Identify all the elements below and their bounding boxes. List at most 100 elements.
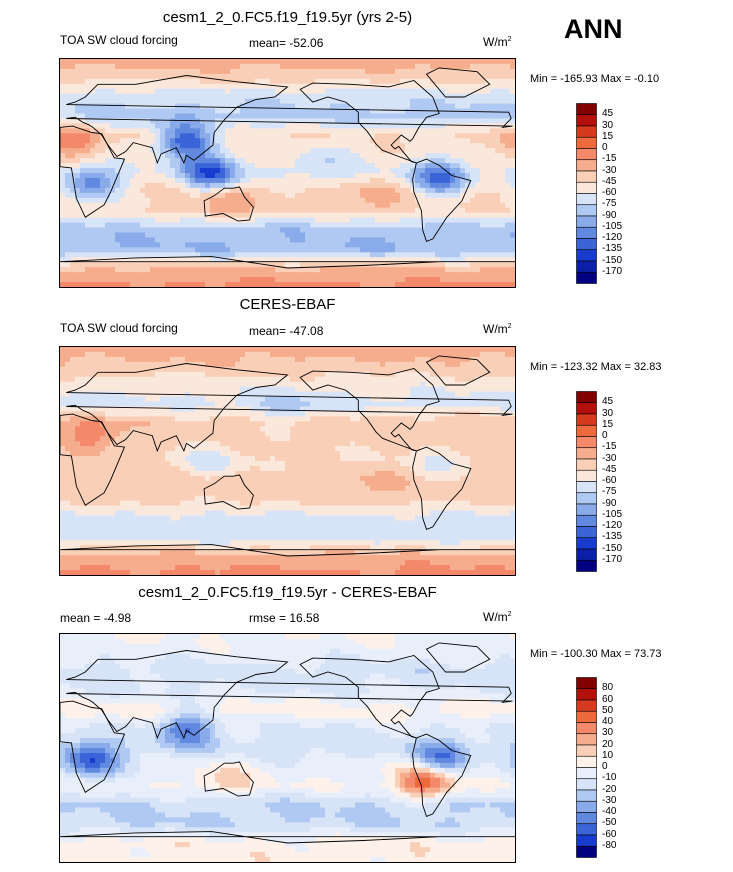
field-cell xyxy=(470,366,476,373)
field-cell xyxy=(70,177,76,184)
field-cell xyxy=(390,366,396,373)
field-cell xyxy=(490,257,496,263)
field-cell xyxy=(100,376,106,383)
field-cell xyxy=(440,217,446,224)
field-cell xyxy=(440,168,446,174)
field-cell xyxy=(125,347,131,353)
field-cell xyxy=(170,88,176,95)
field-cell xyxy=(460,242,466,248)
field-cell xyxy=(135,366,141,373)
field-cell xyxy=(350,163,356,169)
field-cell xyxy=(195,376,201,383)
field-cell xyxy=(100,63,106,70)
field-cell xyxy=(420,63,426,70)
field-cell xyxy=(315,366,321,373)
field-cell xyxy=(470,138,476,144)
field-cell xyxy=(450,381,456,388)
field-cell xyxy=(350,267,356,273)
field-cell xyxy=(480,128,486,134)
field-cell xyxy=(445,192,451,199)
field-cell xyxy=(135,272,141,278)
field-cell xyxy=(85,63,91,70)
field-cell xyxy=(130,63,136,70)
field-cell xyxy=(220,63,226,70)
field-cell xyxy=(455,123,461,129)
field-cell xyxy=(115,272,121,278)
field-cell xyxy=(325,153,331,159)
field-cell xyxy=(300,361,306,368)
field-cell xyxy=(300,242,306,248)
field-cell xyxy=(75,386,81,393)
field-cell xyxy=(370,63,376,70)
field-cell xyxy=(410,267,416,273)
field-cell xyxy=(160,187,166,194)
field-cell xyxy=(80,282,86,287)
field-cell xyxy=(220,133,226,139)
field-cell xyxy=(110,277,116,283)
field-cell xyxy=(115,277,121,283)
field-cell xyxy=(135,277,141,283)
field-cell xyxy=(255,247,261,253)
field-cell xyxy=(105,163,111,169)
field-cell xyxy=(420,128,426,134)
field-cell xyxy=(270,347,276,353)
field-cell xyxy=(440,158,446,164)
field-cell xyxy=(235,356,241,363)
field-cell xyxy=(320,267,326,273)
field-cell xyxy=(450,351,456,358)
field-cell xyxy=(225,192,231,199)
field-cell xyxy=(265,272,271,278)
field-cell xyxy=(465,118,471,125)
field-cell xyxy=(115,366,121,373)
field-cell xyxy=(125,376,131,383)
field-cell xyxy=(390,212,396,219)
field-cell xyxy=(455,282,461,287)
field-cell xyxy=(250,153,256,159)
field-cell xyxy=(510,247,515,253)
field-cell xyxy=(180,227,186,234)
field-cell xyxy=(170,192,176,199)
field-cell xyxy=(460,222,466,229)
field-cell xyxy=(325,212,331,219)
field-cell xyxy=(145,113,151,120)
field-cell xyxy=(485,59,491,65)
field-cell xyxy=(510,237,515,243)
field-cell xyxy=(200,277,206,283)
field-cell xyxy=(330,347,336,353)
field-cell xyxy=(410,361,416,368)
field-cell xyxy=(255,272,261,278)
field-cell xyxy=(300,366,306,373)
colorbar-tick-label: -90 xyxy=(602,209,617,221)
field-cell xyxy=(175,98,181,105)
field-cell xyxy=(265,173,271,179)
field-cell xyxy=(315,73,321,80)
field-cell xyxy=(355,123,361,129)
field-cell xyxy=(230,168,236,174)
field-cell xyxy=(310,237,316,243)
field-cell xyxy=(360,366,366,373)
field-cell xyxy=(110,267,116,273)
field-cell xyxy=(120,103,126,110)
field-cell xyxy=(155,376,161,383)
field-cell xyxy=(220,222,226,229)
field-cell xyxy=(490,277,496,283)
field-cell xyxy=(155,177,161,184)
field-cell xyxy=(160,277,166,283)
field-cell xyxy=(150,386,156,393)
field-cell xyxy=(85,118,91,125)
field-cell xyxy=(315,247,321,253)
field-cell xyxy=(120,366,126,373)
field-cell xyxy=(365,202,371,209)
field-cell xyxy=(375,247,381,253)
field-cell xyxy=(445,68,451,75)
field-cell xyxy=(230,381,236,388)
field-cell xyxy=(155,237,161,243)
field-cell xyxy=(325,376,331,383)
field-cell xyxy=(425,173,431,179)
field-cell xyxy=(285,202,291,209)
field-cell xyxy=(430,143,436,149)
field-cell xyxy=(230,177,236,184)
field-cell xyxy=(210,227,216,234)
field-cell xyxy=(290,59,296,65)
field-cell xyxy=(260,237,266,243)
